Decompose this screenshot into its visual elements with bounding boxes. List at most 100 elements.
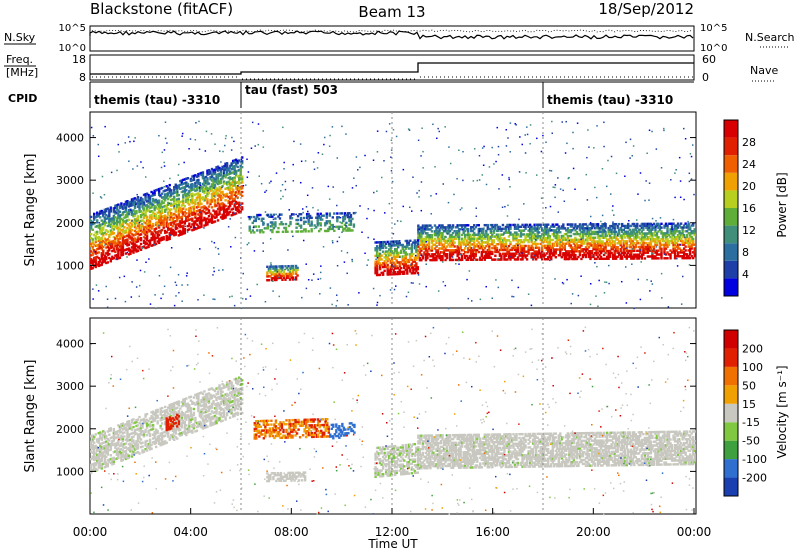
data-cell	[179, 223, 182, 227]
data-cell	[156, 217, 159, 220]
data-cell	[108, 243, 111, 246]
data-cell	[620, 280, 623, 283]
data-cell	[331, 303, 333, 306]
data-cell	[589, 236, 592, 239]
data-cell	[682, 235, 686, 239]
data-cell	[540, 240, 544, 244]
data-cell	[180, 231, 183, 234]
data-cell	[332, 186, 334, 188]
data-cell	[145, 230, 149, 234]
data-cell	[114, 244, 117, 248]
data-cell	[616, 224, 619, 228]
data-cell	[115, 255, 119, 259]
data-cell	[566, 229, 570, 232]
data-cell	[318, 229, 321, 233]
data-cell	[506, 215, 509, 217]
data-cell	[690, 237, 693, 241]
data-cell	[117, 143, 120, 146]
data-cell	[682, 255, 686, 258]
data-cell	[118, 243, 122, 246]
data-cell	[663, 251, 666, 254]
data-cell	[489, 231, 493, 234]
data-cell	[622, 232, 625, 235]
data-cell	[566, 257, 570, 261]
data-cell	[491, 252, 494, 256]
data-cell	[427, 239, 431, 243]
data-cell	[540, 254, 544, 257]
data-cell	[234, 162, 238, 165]
data-cell	[189, 177, 193, 181]
data-cell	[422, 254, 425, 256]
data-cell	[504, 239, 508, 242]
data-cell	[652, 222, 656, 226]
data-cell	[200, 173, 203, 177]
data-cell	[123, 216, 126, 219]
data-cell	[224, 137, 227, 140]
data-cell	[102, 220, 105, 224]
data-cell	[547, 248, 550, 251]
data-cell	[133, 237, 137, 240]
data-cell	[595, 244, 598, 247]
data-cell	[666, 232, 669, 235]
data-cell	[527, 244, 530, 248]
data-cell	[540, 238, 544, 242]
data-cell	[473, 247, 476, 250]
data-cell	[690, 231, 693, 235]
data-cell	[420, 241, 423, 245]
data-cell	[374, 268, 377, 271]
data-cell	[670, 226, 674, 229]
data-cell	[530, 231, 533, 234]
data-cell	[544, 223, 547, 226]
data-cell	[260, 219, 264, 222]
data-cell	[625, 247, 628, 251]
data-cell	[430, 255, 434, 258]
data-cell	[610, 247, 613, 251]
data-cell	[645, 234, 648, 237]
data-cell	[218, 172, 221, 176]
data-cell	[625, 302, 628, 304]
data-cell	[421, 255, 425, 258]
data-cell	[655, 251, 659, 254]
data-cell	[381, 246, 385, 250]
data-cell	[592, 230, 595, 234]
data-cell	[191, 211, 194, 215]
data-cell	[672, 228, 675, 231]
data-cell	[377, 254, 380, 257]
data-cell	[619, 255, 622, 258]
data-cell	[173, 203, 176, 206]
data-cell	[147, 218, 150, 222]
data-cell	[139, 219, 143, 223]
data-cell	[177, 199, 180, 203]
data-cell	[103, 237, 106, 240]
data-cell	[621, 251, 624, 255]
data-cell	[380, 258, 383, 261]
data-cell	[206, 192, 209, 195]
data-cell	[177, 205, 180, 208]
data-cell	[589, 251, 592, 255]
data-cell	[125, 202, 127, 204]
data-cell	[179, 208, 182, 212]
data-cell	[197, 224, 200, 228]
data-cell	[230, 187, 233, 190]
data-cell	[513, 252, 517, 255]
data-cell	[593, 251, 597, 255]
data-cell	[191, 205, 194, 209]
data-cell	[139, 238, 143, 242]
data-cell	[589, 244, 592, 247]
data-cell	[173, 233, 176, 237]
data-cell	[99, 237, 102, 240]
data-cell	[657, 257, 660, 260]
data-cell	[158, 134, 160, 137]
data-cell	[256, 213, 259, 217]
data-cell	[580, 238, 582, 241]
data-cell	[183, 193, 187, 196]
freq-label-line1: Freq.	[6, 53, 33, 66]
data-cell	[596, 244, 600, 247]
data-cell	[395, 265, 398, 268]
data-cell	[507, 223, 511, 227]
data-cell	[343, 217, 347, 221]
data-cell	[179, 206, 182, 210]
data-cell	[513, 231, 517, 234]
data-cell	[525, 258, 529, 261]
data-cell	[625, 240, 628, 243]
